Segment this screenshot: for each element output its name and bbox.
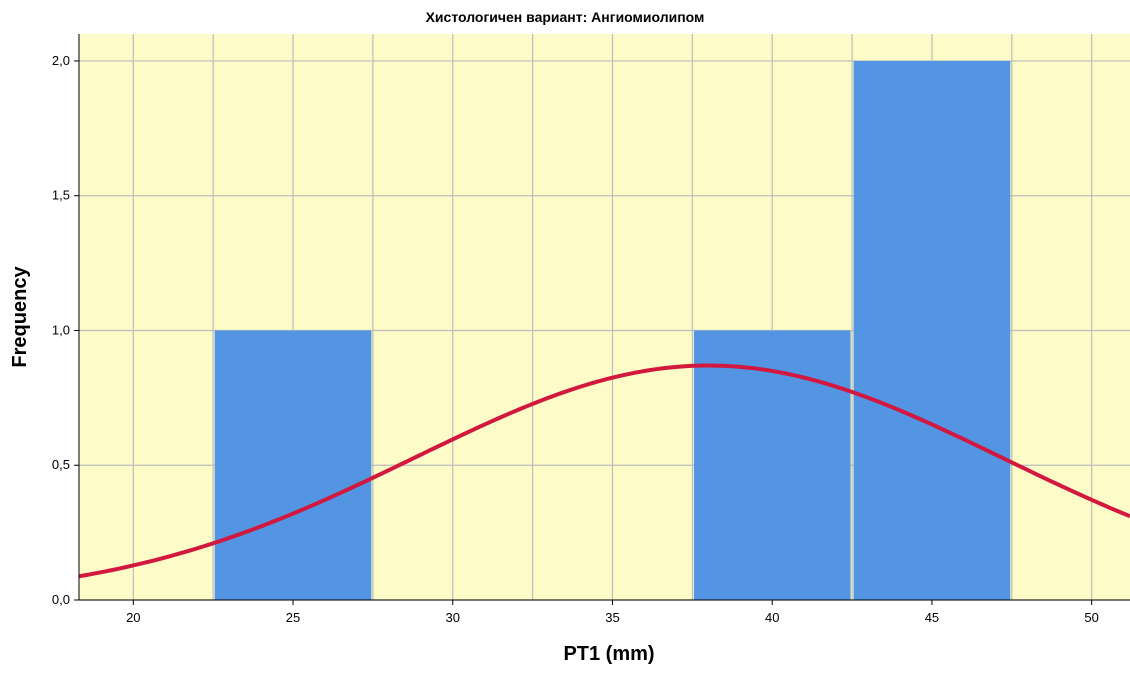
histogram-bar: [853, 60, 1011, 600]
x-tick-label: 25: [286, 610, 300, 625]
x-tick-label: 50: [1084, 610, 1098, 625]
x-tick-label: 40: [765, 610, 779, 625]
y-tick-label: 0,0: [52, 592, 70, 607]
y-axis-ticks: 0,0 0,5 1,0 1,5 2,0: [52, 53, 79, 607]
x-tick-label: 45: [925, 610, 939, 625]
x-axis-label: PT1 (mm): [563, 643, 654, 665]
histogram-bar: [693, 330, 851, 600]
x-tick-label: 20: [126, 610, 140, 625]
y-tick-label: 2,0: [52, 53, 70, 68]
x-axis-ticks: 20 25 30 35 40 45 50: [126, 600, 1099, 625]
y-tick-label: 1,0: [52, 322, 70, 337]
histogram-bars: [214, 60, 1011, 600]
histogram-bar: [214, 330, 372, 600]
chart-title: Хистологичен вариант: Ангиомиолипом: [426, 9, 705, 25]
x-tick-label: 35: [605, 610, 619, 625]
y-tick-label: 0,5: [52, 457, 70, 472]
normal-curve: [78, 363, 1130, 579]
y-tick-label: 1,5: [52, 188, 70, 203]
x-tick-label: 30: [446, 610, 460, 625]
y-axis-label: Frequency: [9, 266, 31, 368]
